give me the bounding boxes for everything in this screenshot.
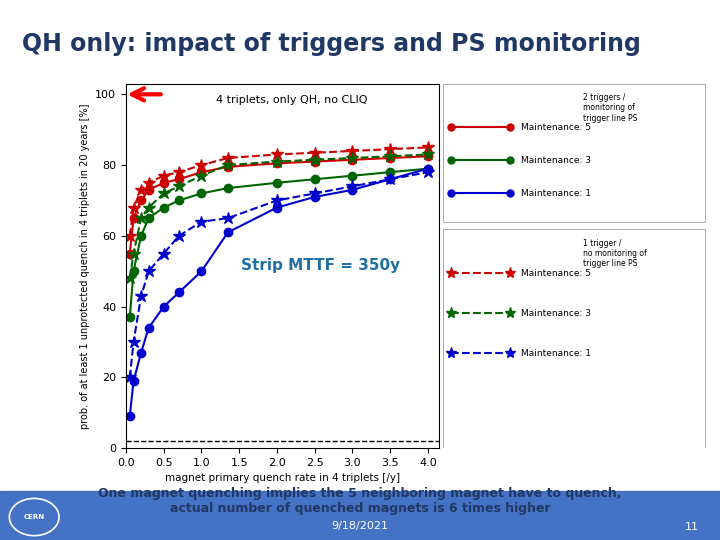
Text: 4 triplets, only QH, no CLIQ: 4 triplets, only QH, no CLIQ: [216, 94, 368, 105]
Text: Maintenance: 1: Maintenance: 1: [521, 188, 591, 198]
Text: 9/18/2021: 9/18/2021: [331, 522, 389, 531]
Text: 1 trigger /
no monitoring of
trigger line PS: 1 trigger / no monitoring of trigger lin…: [583, 239, 647, 268]
Text: Maintenance: 5: Maintenance: 5: [521, 123, 591, 132]
Text: Strip MTTF = 350y: Strip MTTF = 350y: [240, 259, 400, 273]
Text: QH only: impact of triggers and PS monitoring: QH only: impact of triggers and PS monit…: [22, 32, 641, 56]
Text: 11: 11: [685, 522, 698, 531]
Text: One magnet quenching implies the 5 neighboring magnet have to quench,
actual num: One magnet quenching implies the 5 neigh…: [98, 487, 622, 515]
Circle shape: [9, 498, 59, 536]
Text: Maintenance: 3: Maintenance: 3: [521, 309, 591, 318]
Y-axis label: prob. of at least 1 unprotected quench in 4 triplets in 20 years [%]: prob. of at least 1 unprotected quench i…: [80, 103, 90, 429]
Bar: [0, 491, 720, 540]
Text: Maintenance: 1: Maintenance: 1: [521, 349, 591, 358]
Text: 2 triggers /
monitoring of
trigger line PS: 2 triggers / monitoring of trigger line …: [583, 93, 638, 123]
Text: Maintenance: 3: Maintenance: 3: [521, 156, 591, 165]
Text: Maintenance: 5: Maintenance: 5: [521, 269, 591, 278]
Bar: [443, 84, 705, 222]
X-axis label: magnet primary quench rate in 4 triplets [/y]: magnet primary quench rate in 4 triplets…: [165, 474, 400, 483]
Bar: [443, 230, 705, 448]
Text: CERN: CERN: [24, 514, 45, 520]
